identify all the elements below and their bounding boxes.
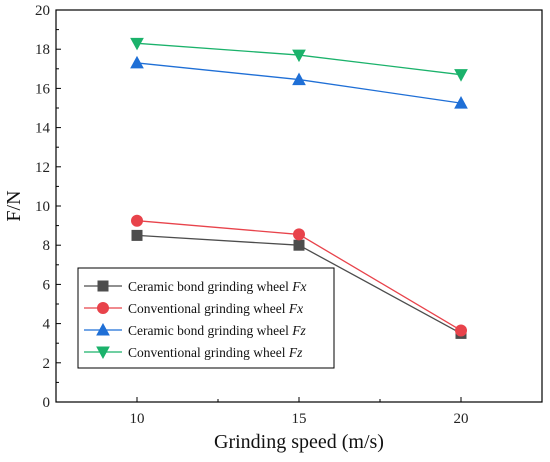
y-tick-label: 8 [43,238,51,254]
legend-label: Ceramic bond grinding wheel Fx [128,279,306,294]
legend: Ceramic bond grinding wheel Fx Convention… [77,267,335,369]
x-tick-label: 10 [130,411,145,427]
series-4 [130,37,468,82]
y-tick-label: 10 [35,199,50,215]
x-tick-label: 20 [454,411,469,427]
y-tick-label: 20 [35,3,50,19]
y-tick-label: 16 [35,81,51,97]
y-tick-label: 6 [43,277,51,293]
legend-label: Conventional grinding wheel Fx [128,301,303,316]
data-point [454,96,468,109]
data-point [130,37,144,51]
data-point [130,55,144,69]
data-point [131,229,143,241]
data-point [455,324,467,337]
legend-box [77,267,335,369]
series-layer [130,37,468,339]
data-point [454,69,468,82]
y-axis-title: F/N [3,190,25,221]
y-tick-label: 18 [35,42,50,58]
legend-entry: Ceramic bond grinding wheel Fz [84,322,306,338]
legend-marker [97,302,109,314]
x-axis: 10 15 20 [55,397,543,427]
y-axis: 0 2 4 6 8 10 12 14 16 18 20 [35,3,61,411]
data-point [292,72,306,86]
data-point [293,228,305,241]
legend-entry: Ceramic bond grinding wheel Fx [84,279,306,294]
legend-label: Ceramic bond grinding wheel Fz [128,323,306,338]
y-tick-label: 14 [35,121,51,137]
y-tick-label: 12 [35,160,50,176]
series-3 [130,55,468,109]
legend-marker [97,280,109,292]
legend-entry: Conventional grinding wheel Fz [84,345,303,360]
data-point [292,49,306,63]
x-tick-label: 15 [292,411,307,427]
y-tick-label: 0 [43,395,51,411]
legend-label: Conventional grinding wheel Fz [128,345,303,360]
legend-marker [96,322,110,336]
legend-entry: Conventional grinding wheel Fx [84,301,303,316]
data-point [293,239,305,251]
y-tick-label: 2 [43,356,51,372]
y-tick-label: 4 [43,317,51,333]
x-axis-title: Grinding speed (m/s) [214,431,384,453]
legend-marker [96,346,110,360]
series-2 [131,214,467,337]
data-point [131,214,143,227]
